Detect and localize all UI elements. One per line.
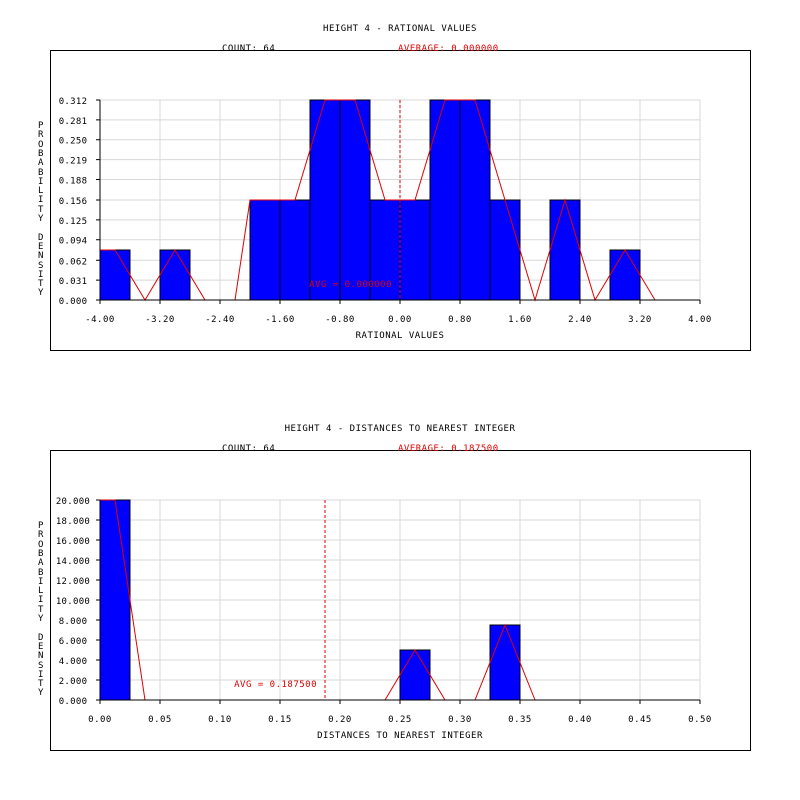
x-tick-label: 1.60 (508, 315, 532, 325)
y-tick-label: 0.031 (59, 277, 88, 287)
histogram-bar (549, 199, 581, 301)
y-axis-title-char: O (38, 539, 44, 550)
y-axis-title-char: E (38, 641, 44, 652)
y-tick-label: 0.312 (59, 97, 88, 107)
y-axis-title-char: N (38, 651, 44, 662)
y-axis-title-char: P (38, 521, 44, 531)
y-axis-title-char: T (38, 679, 44, 690)
y-axis-title-char: N (38, 251, 44, 262)
y-axis-title-char: Y (38, 688, 44, 699)
x-tick-label: 3.20 (628, 315, 652, 325)
x-tick-label: 0.80 (448, 315, 472, 325)
y-axis-title-char: L (38, 186, 44, 197)
x-tick-label: -3.20 (145, 315, 175, 325)
y-tick-label: 0.219 (59, 157, 88, 167)
y-axis-title-char: I (38, 195, 44, 206)
histogram-bar (249, 199, 281, 301)
y-axis-title-char: D (38, 632, 44, 643)
y-axis-title-char: I (38, 269, 44, 280)
histogram-bar (489, 199, 521, 301)
y-axis-title-char: T (38, 604, 44, 615)
y-axis-title-char: S (38, 260, 44, 271)
y-tick-label: 0.062 (59, 257, 88, 267)
x-tick-label: -0.80 (325, 315, 355, 325)
y-axis-title-char: B (38, 567, 44, 578)
avg-marker-label: AVG = 0.000000 (309, 280, 392, 290)
x-tick-label: -4.00 (85, 315, 115, 325)
y-tick-label: 0.250 (59, 137, 88, 147)
y-axis-title-char: T (38, 279, 44, 290)
histogram-bar (339, 99, 371, 301)
x-tick-label: 2.40 (568, 315, 592, 325)
y-axis-title-char: P (38, 121, 44, 131)
histogram-bar (609, 249, 641, 301)
histogram-bar (99, 249, 131, 301)
histogram-bar (309, 99, 341, 301)
y-axis-title-char: Y (38, 214, 44, 224)
y-tick-label: 0.000 (59, 297, 88, 307)
x-tick-label: -2.40 (205, 315, 235, 325)
histogram-bar (459, 99, 491, 301)
y-axis-title-char: D (38, 232, 44, 243)
y-axis-title-char: I (38, 595, 44, 606)
chart-1-average-label: AVERAGE: 0.000000 (398, 44, 499, 54)
y-axis-title-char: R (38, 530, 44, 541)
histogram-bar (429, 99, 461, 301)
y-axis-title-char: Y (38, 614, 44, 624)
x-tick-label: 4.00 (688, 315, 712, 325)
x-axis-title: RATIONAL VALUES (356, 331, 445, 341)
y-axis-title-char: B (38, 148, 44, 159)
x-tick-label: 0.00 (388, 315, 412, 325)
chart-2-count-label: COUNT: 64 (222, 444, 276, 454)
y-tick-label: 0.125 (59, 217, 88, 227)
y-axis-title-char: I (38, 176, 44, 187)
y-axis-title-char: S (38, 660, 44, 671)
y-axis-title-char: I (38, 576, 44, 587)
y-axis-title-char: Y (38, 288, 44, 299)
y-axis-title-char: B (38, 167, 44, 178)
y-axis-title-char: A (38, 558, 44, 569)
y-axis-title-char: T (38, 204, 44, 215)
y-axis-title-char: E (38, 241, 44, 252)
histogram-bar (279, 199, 311, 301)
y-tick-label: 0.094 (59, 237, 88, 247)
x-tick-label: -1.60 (265, 315, 295, 325)
y-axis-title-char: R (38, 130, 44, 141)
y-tick-label: 0.188 (59, 176, 88, 186)
y-axis-title-char: A (38, 158, 44, 169)
y-axis-title-char: L (38, 586, 44, 597)
histogram-bar (399, 199, 431, 301)
y-axis-title-char: B (38, 548, 44, 559)
chart-1-count-label: COUNT: 64 (222, 44, 276, 54)
y-tick-label: 0.281 (59, 117, 88, 127)
chart-2-panel (50, 450, 751, 751)
y-tick-label: 0.156 (59, 197, 88, 207)
chart-2-average-label: AVERAGE: 0.187500 (398, 444, 499, 454)
y-axis-title-char: O (38, 139, 44, 150)
histogram-bar (159, 249, 191, 301)
chart-1-title: HEIGHT 4 - RATIONAL VALUES (323, 24, 477, 34)
density-line (100, 99, 656, 302)
y-axis-title-char: I (38, 669, 44, 680)
chart-2-title: HEIGHT 4 - DISTANCES TO NEAREST INTEGER (284, 424, 516, 434)
